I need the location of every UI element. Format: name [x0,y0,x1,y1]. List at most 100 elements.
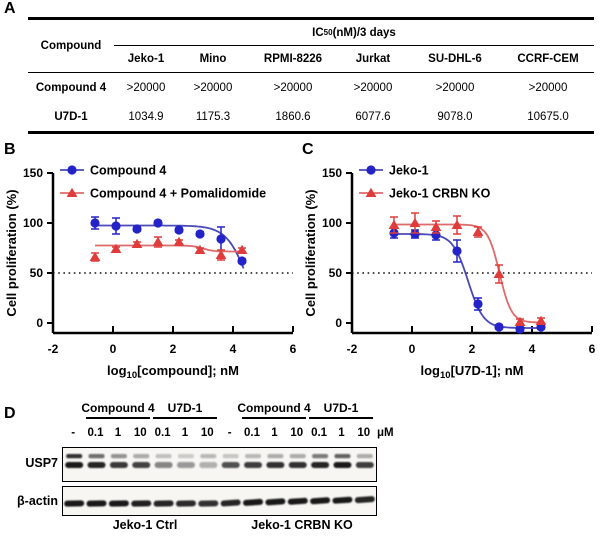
band [334,454,351,459]
dose-label: 10 [133,427,147,439]
data-point [195,229,205,239]
data-point [152,236,164,246]
table-cell: >20000 [193,81,233,94]
data-point [409,217,421,227]
svg-text:0: 0 [409,342,416,356]
band [222,454,239,459]
tick-labels: -2 0 2 4 6 0 50 100 150 [23,166,297,356]
band [133,454,150,459]
data-point [430,221,442,231]
band [64,500,85,507]
dose-label: 0.1 [244,427,261,439]
legend-label: Jeko-1 [389,164,429,178]
band [267,454,284,459]
data-point [215,249,227,259]
ic50-prefix: IC [312,26,324,39]
band [110,454,127,459]
band [177,454,194,459]
data-point [473,299,483,309]
usp7-blot-bands [65,454,374,468]
data-point [452,246,462,256]
svg-text:150: 150 [23,166,43,180]
ic50-subscript: 50 [323,28,333,37]
data-point [90,218,100,228]
dose-label: 10 [357,427,371,439]
data-point [216,234,226,244]
table-header-ic50: IC 50 (nM)/3 days [114,20,594,46]
table-cell: >20000 [273,81,313,94]
blot-group-label: U7D-1 [167,401,203,415]
svg-text:0: 0 [36,316,43,330]
group-bracket [309,417,373,419]
svg-text:2: 2 [170,342,177,356]
axes [47,172,294,335]
band [108,500,129,507]
table-header-cell-line: SU-DHL-6 [408,46,502,73]
band [198,500,219,507]
table-row-label: U7D-1 [54,110,88,123]
actin-bands [64,496,375,507]
legend-label: Jeko-1 CRBN KO [389,187,491,201]
svg-text:-2: -2 [347,342,358,356]
unit-label: μM [377,427,394,439]
band [65,462,84,468]
table-cell: >20000 [528,81,568,94]
data-point [410,229,420,239]
band [86,500,107,507]
x-axis-title: log10[U7D-1]; nM [420,363,523,381]
data-point [472,226,484,236]
data-point [173,236,185,246]
band [288,462,307,468]
table-cell: >20000 [435,81,475,94]
svg-text:150: 150 [322,166,342,180]
band [287,497,308,505]
band [87,462,106,468]
actin-blot-bands [64,496,375,507]
dose-response-chart-compound4: -2 0 2 4 6 0 50 100 150 Compound 4 Compound 4 + Po… [4,164,297,382]
band [355,462,374,468]
band [332,496,353,504]
band [243,498,264,506]
table-cell: 1175.3 [195,110,231,123]
blot-row-label-usp7: USP7 [25,456,58,470]
band [244,462,263,468]
panel-c-label: C [302,141,314,158]
actin-blot [62,486,377,516]
table-header-cell-line: Jurkat [338,46,408,73]
legend-marker [366,165,376,175]
blot-group-label: U7D-1 [323,401,359,415]
legend-label: Compound 4 + Pomalidomide [90,187,266,201]
fit-curve [394,223,543,324]
legend-marker [67,165,77,175]
y-axis-title: Cell proliferation (%) [303,189,318,316]
data-point [89,251,101,261]
series-0 [389,227,546,334]
band [312,454,329,459]
panel-a-label: A [4,0,16,17]
data-point [131,238,143,248]
y-axis-title: Cell proliferation (%) [4,189,19,316]
band [245,454,262,459]
band [220,499,241,507]
dose-label: 10 [200,427,214,439]
table-cell: 1860.6 [275,110,311,123]
data-point [515,324,525,334]
svg-text:50: 50 [329,266,343,280]
svg-text:100: 100 [23,216,43,230]
usp7-blot [62,447,377,482]
group-bracket [153,417,217,419]
band [266,462,285,468]
condition-label: Jeko-1 Ctrl [112,518,178,532]
svg-text:4: 4 [529,342,536,356]
data-point [111,221,121,231]
band [311,462,330,468]
band [132,462,151,468]
table-cell: 9078.0 [437,110,473,123]
table-cell: >20000 [126,81,166,94]
table-header-cell-line: Mino [178,46,248,73]
ic50-table: Compound IC 50 (nM)/3 days Jeko-1 Mino RP… [28,17,594,134]
series-1 [388,212,547,326]
table-header-cell-line: CCRF-CEM [502,46,594,73]
data-point [451,219,463,229]
